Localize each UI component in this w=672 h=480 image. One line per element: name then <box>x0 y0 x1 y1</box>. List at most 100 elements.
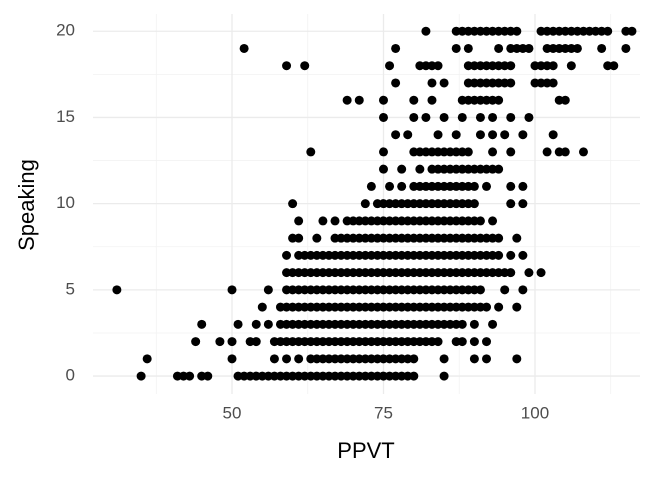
point <box>506 181 516 191</box>
point <box>203 371 213 381</box>
point <box>518 130 528 140</box>
point <box>518 250 528 260</box>
point <box>506 199 516 209</box>
point <box>560 95 570 105</box>
point <box>378 95 388 105</box>
point <box>524 112 534 122</box>
point <box>439 78 449 88</box>
x-tick-label: 100 <box>521 403 549 422</box>
point <box>536 268 546 278</box>
point <box>294 354 304 364</box>
point <box>482 337 492 347</box>
point <box>421 26 431 36</box>
x-tick-label: 75 <box>374 403 393 422</box>
point <box>488 216 498 226</box>
point <box>475 112 485 122</box>
point <box>475 285 485 295</box>
point <box>494 302 504 312</box>
point <box>191 337 201 347</box>
point <box>263 285 273 295</box>
point <box>294 233 304 243</box>
point <box>488 147 498 157</box>
point <box>560 147 570 157</box>
point <box>391 130 401 140</box>
point <box>227 354 237 364</box>
point <box>518 181 528 191</box>
points <box>112 26 637 381</box>
y-tick-label: 20 <box>56 21 75 40</box>
point <box>251 337 261 347</box>
point <box>506 112 516 122</box>
point <box>469 319 479 329</box>
point <box>572 43 582 53</box>
point <box>524 43 534 53</box>
point <box>391 43 401 53</box>
point <box>512 354 522 364</box>
point <box>318 216 328 226</box>
point <box>469 199 479 209</box>
point <box>469 181 479 191</box>
point <box>603 26 613 36</box>
point <box>482 354 492 364</box>
point <box>330 216 340 226</box>
point <box>233 319 243 329</box>
point <box>463 147 473 157</box>
point <box>136 371 146 381</box>
point <box>397 181 407 191</box>
point <box>427 95 437 105</box>
point <box>518 199 528 209</box>
point <box>463 43 473 53</box>
point <box>621 43 631 53</box>
point <box>548 130 558 140</box>
point <box>288 199 298 209</box>
point <box>457 337 467 347</box>
point <box>609 61 619 71</box>
point <box>433 61 443 71</box>
point <box>518 285 528 295</box>
point <box>409 112 419 122</box>
point <box>457 319 467 329</box>
point <box>306 147 316 157</box>
point <box>494 95 504 105</box>
point <box>548 78 558 88</box>
point <box>263 319 273 329</box>
point <box>251 319 261 329</box>
point <box>451 43 461 53</box>
point <box>185 371 195 381</box>
point <box>257 302 267 312</box>
y-axis-title: Speaking <box>14 159 39 251</box>
x-tick-label: 50 <box>223 403 242 422</box>
point <box>215 337 225 347</box>
point <box>475 130 485 140</box>
point <box>409 371 419 381</box>
point <box>439 354 449 364</box>
point <box>409 95 419 105</box>
point <box>500 285 510 295</box>
point <box>294 216 304 226</box>
point <box>482 181 492 191</box>
point <box>439 371 449 381</box>
point <box>500 130 510 140</box>
point <box>354 95 364 105</box>
point <box>475 216 485 226</box>
point <box>457 112 467 122</box>
point <box>494 233 504 243</box>
point <box>385 61 395 71</box>
point <box>506 250 516 260</box>
point <box>378 164 388 174</box>
point <box>433 337 443 347</box>
point <box>391 78 401 88</box>
point <box>433 130 443 140</box>
point <box>342 95 352 105</box>
x-axis-title: PPVT <box>337 438 394 463</box>
point <box>597 43 607 53</box>
point <box>506 78 516 88</box>
point <box>378 112 388 122</box>
y-tick-label: 15 <box>56 107 75 126</box>
point <box>506 147 516 157</box>
point <box>542 147 552 157</box>
point <box>142 354 152 364</box>
point <box>427 78 437 88</box>
point <box>403 130 413 140</box>
